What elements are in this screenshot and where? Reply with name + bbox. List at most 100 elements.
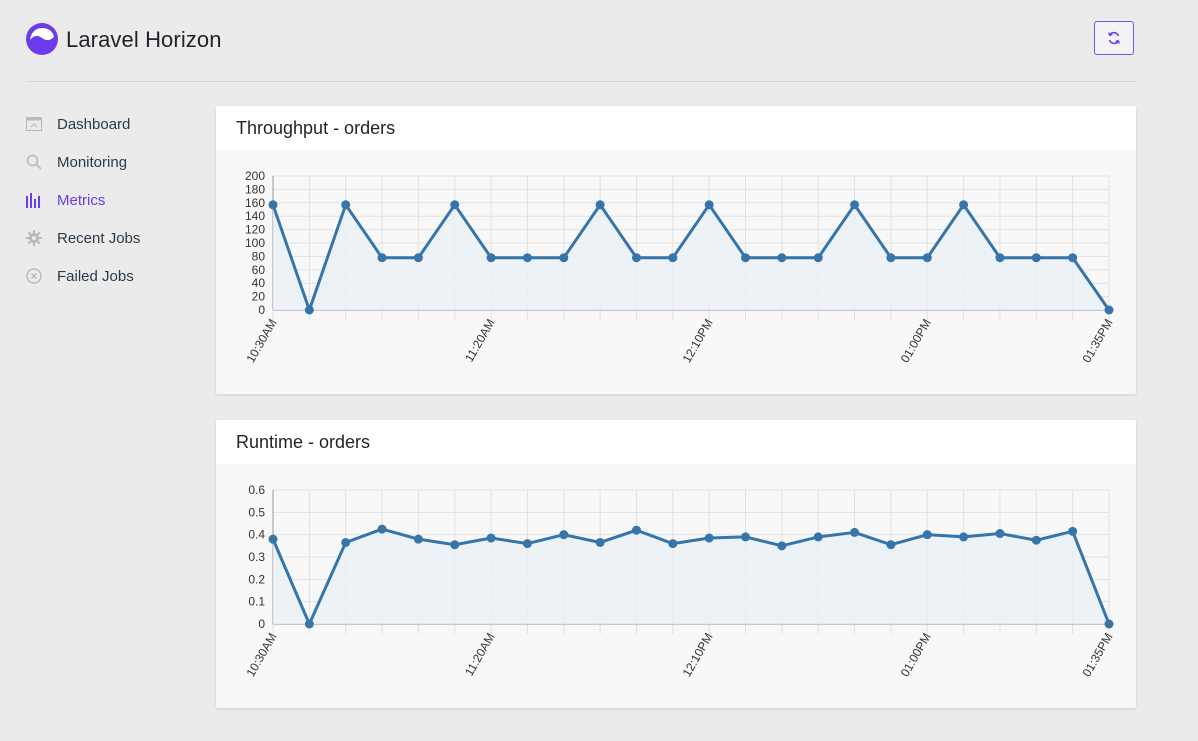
sidebar-item-label: Monitoring [57,153,128,171]
y-tick-label: 200 [245,169,265,183]
sidebar-item-label: Dashboard [57,115,131,133]
bar-chart-icon [26,192,42,208]
data-point [413,253,423,263]
data-point [959,532,969,542]
x-circle-icon [26,268,42,284]
y-tick-label: 120 [245,223,265,237]
data-point [450,200,460,210]
data-point [850,527,860,537]
refresh-icon [1107,31,1121,45]
x-tick-label: 01:00PM [898,630,934,679]
data-point [813,532,823,542]
y-tick-label: 100 [245,236,265,250]
data-point [741,253,751,263]
y-tick-label: 0.3 [248,550,265,564]
data-point [1104,305,1114,315]
data-point [995,529,1005,539]
data-point [559,530,569,540]
sidebar-item-dashboard[interactable]: Dashboard [26,105,196,143]
sidebar-item-recent-jobs[interactable]: Recent Jobs [26,219,196,257]
data-point [595,200,605,210]
x-tick-label: 10:30AM [243,316,279,365]
data-point [377,253,387,263]
data-point [1104,619,1114,629]
series-line [271,203,1111,312]
data-point [377,524,387,534]
sidebar-item-label: Metrics [57,191,106,209]
data-point [486,253,496,263]
x-tick-label: 12:10PM [680,630,716,679]
sidebar-item-monitoring[interactable]: Monitoring [26,143,196,181]
data-point [1031,535,1041,545]
throughput-chart-area: 0 20 40 60 80 100 120 140 160 180 200 10:30AM 11:20A… [216,150,1136,394]
data-point [959,200,969,210]
data-point [704,200,714,210]
y-tick-label: 140 [245,209,265,223]
x-tick-label: 12:10PM [680,316,716,365]
sidebar-item-label: Recent Jobs [57,229,141,247]
data-point [922,253,932,263]
x-tick-label: 01:35PM [1079,630,1115,679]
data-point [304,305,314,315]
x-tick-label: 11:20AM [462,316,498,364]
sidebar-nav: Dashboard Monitoring Metrics Recent Jobs… [26,105,196,295]
search-icon [26,154,42,170]
y-tick-label: 180 [245,182,265,196]
y-tick-label: 0.6 [248,483,265,497]
x-tick-label: 01:35PM [1079,316,1115,365]
y-tick-label: 0.5 [248,505,265,519]
x-tick-label: 11:20AM [462,630,498,678]
y-tick-label: 0.4 [248,528,265,542]
data-point [341,200,351,210]
y-tick-label: 0 [258,303,265,317]
data-point [1031,253,1041,263]
data-point [1068,253,1078,263]
series-line [271,527,1111,626]
y-tick-label: 20 [252,290,266,304]
y-tick-label: 60 [252,263,266,277]
data-point [341,537,351,547]
data-point [595,537,605,547]
data-point [886,253,896,263]
sidebar-item-label: Failed Jobs [57,267,134,285]
data-point [450,540,460,550]
y-tick-label: 0 [258,617,265,631]
gear-icon [26,230,42,246]
data-point [850,200,860,210]
horizon-logo-icon[interactable] [26,23,58,55]
x-tick-label: 01:00PM [898,316,934,365]
data-point [777,541,787,551]
refresh-button[interactable] [1094,21,1134,55]
card-title: Runtime - orders [216,420,1136,464]
data-point [668,539,678,549]
data-point [1068,526,1078,536]
data-point [631,525,641,535]
data-point [886,540,896,550]
data-point [413,534,423,544]
series-area [273,529,1109,624]
card-title: Throughput - orders [216,106,1136,150]
data-point [268,200,278,210]
data-point [522,539,532,549]
y-tick-label: 80 [252,249,266,263]
data-point [995,253,1005,263]
data-point [486,533,496,543]
app-header: Laravel Horizon [26,20,1136,60]
data-point [813,253,823,263]
data-point [922,530,932,540]
runtime-chart: 0 0.1 0.2 0.3 0.4 0.5 0.6 10:30AM 11:20AM 12:10PM… [243,483,1115,679]
data-point [741,532,751,542]
y-tick-label: 0.1 [248,595,265,609]
data-point [559,253,569,263]
throughput-card: Throughput - orders 0 20 40 60 80 100 120 140 16… [216,106,1136,394]
data-point [522,253,532,263]
app-title: Laravel Horizon [66,27,222,52]
sidebar-item-failed-jobs[interactable]: Failed Jobs [26,257,196,295]
runtime-chart-area: 0 0.1 0.2 0.3 0.4 0.5 0.6 10:30AM 11:20AM 12:10PM… [216,464,1136,708]
y-tick-label: 160 [245,196,265,210]
data-point [777,253,787,263]
sidebar-item-metrics[interactable]: Metrics [26,181,196,219]
data-point [631,253,641,263]
dashboard-icon [26,116,42,132]
